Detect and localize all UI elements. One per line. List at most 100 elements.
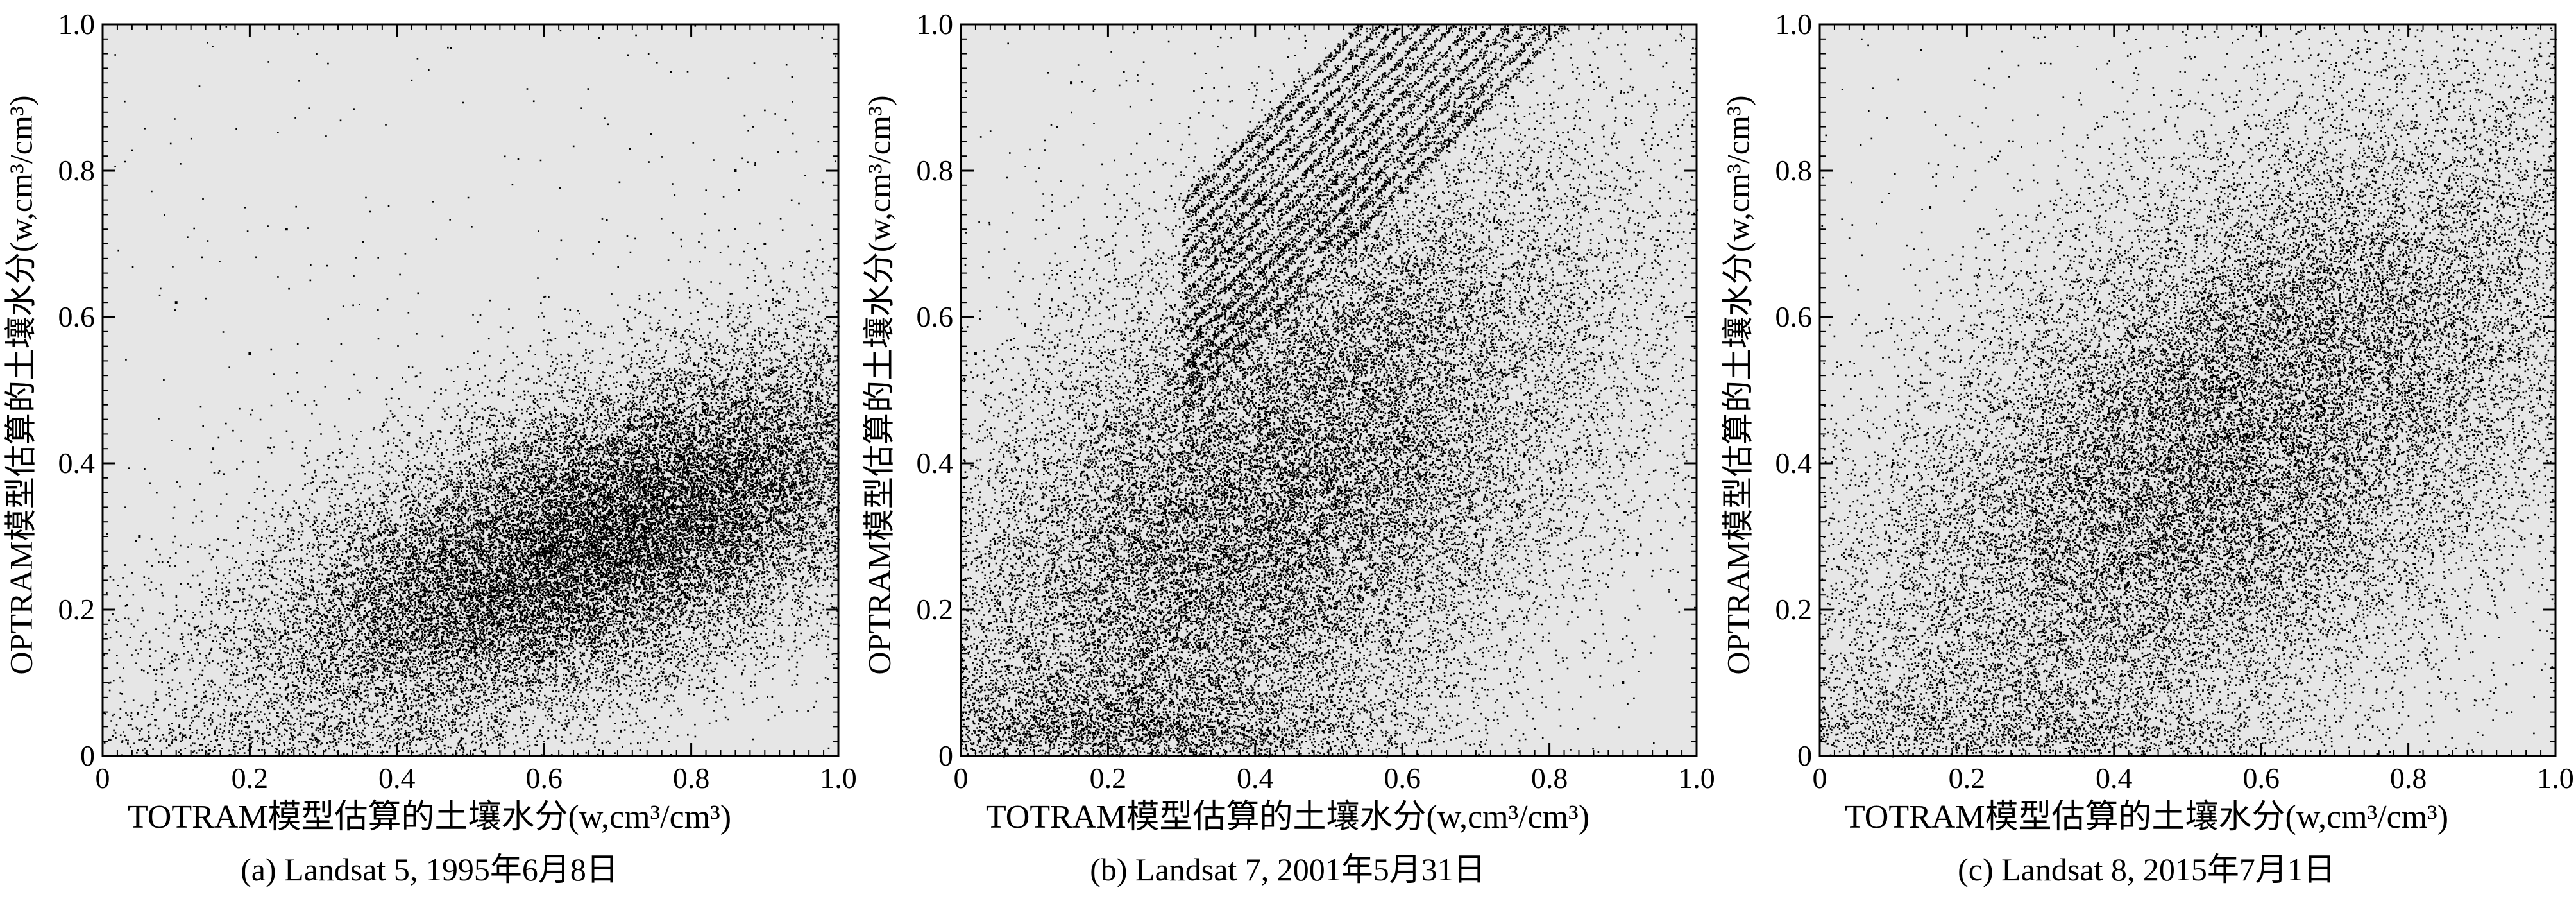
scatter-point [726,316,729,318]
y-tick-label: 0.6 [917,300,954,333]
scatter-point [1548,37,1551,40]
y-tick-label: 0.4 [917,447,954,479]
scatter-point [996,608,999,611]
scatter-point [1033,667,1036,670]
scatter-point [660,608,663,611]
y-tick-label: 0.6 [58,300,96,333]
y-tick-label: 0.2 [58,593,96,626]
scatter-point [432,608,436,611]
scatter-point [704,352,708,355]
scatter-point [1892,462,1895,465]
y-tick-label: 1.0 [58,8,96,40]
y-axis-label: OPTRAM模型估算的土壤水分(w,cm³/cm³) [1720,22,1757,748]
scatter-point [1548,425,1551,428]
x-tick-label: 0.4 [1237,762,1274,794]
scatter-point [2370,169,2373,172]
scatter-point [2149,462,2153,465]
scatter-point [2466,60,2469,62]
scatter-point [1342,60,1345,62]
scatter-point [2186,681,2189,684]
scatter-point [505,572,509,574]
y-tick-label: 0 [1797,739,1812,772]
y-tick-label: 1.0 [1775,8,1813,40]
scatter-point [2002,622,2005,626]
scatter-point [285,696,288,699]
scatter-point [734,169,737,172]
point-cloud [961,24,1699,758]
scatter-point [160,667,163,670]
scatter-point [212,447,215,450]
panel-caption: (b) Landsat 7, 2001年5月31日 [1090,852,1486,887]
y-axis-label: OPTRAM模型估算的土壤水分(w,cm³/cm³) [3,22,39,748]
x-tick-label: 0.6 [1384,762,1421,794]
scatter-point [2076,535,2079,538]
scatter-point [1070,81,1073,85]
scatter-point [2186,425,2189,428]
scatter-point [1291,462,1294,465]
scatter-point [974,352,977,355]
scatter-point [601,403,604,406]
y-tick-label: 0.8 [917,154,954,187]
point-cloud [1820,25,2557,758]
scatter-point [2539,535,2543,538]
scatter-point [1070,622,1073,626]
scatter-point [1106,425,1110,428]
scatter-point [528,681,531,684]
scatter-point [1033,572,1036,574]
scatter-point [2296,316,2300,318]
x-axis-label: TOTRAM模型估算的土壤水分(w,cm³/cm³) [127,799,732,835]
y-tick-label: 0.4 [58,447,96,479]
scatter-panel-b: 0 0.2 0.4 0.6 0.8 1.0 0 0.2 0.4 0.6 0.8 1.0 OPTRAM模… [858,0,1717,899]
scatter-point [174,301,178,304]
x-tick-label: 0.2 [232,762,269,794]
scatter-point [1584,301,1588,304]
scatter-point [1291,155,1294,158]
scatter-point [2348,206,2351,209]
x-tick-label: 1.0 [820,762,857,794]
scatter-point [616,462,619,465]
scatter-point [1474,535,1477,538]
scatter-point [749,374,752,377]
scatter-point [2112,499,2115,501]
scatter-point [322,725,325,728]
y-tick-label: 1.0 [917,8,954,40]
scatter-point [2076,228,2079,231]
x-tick-label: 0 [1813,762,1827,794]
scatter-point [653,425,656,428]
scatter-point [579,645,582,647]
scatter-point [1401,257,1404,260]
x-tick-label: 1.0 [2537,762,2574,794]
y-tick-label: 0 [80,739,95,772]
x-axis-label: TOTRAM模型估算的土壤水分(w,cm³/cm³) [1844,799,2449,835]
y-tick-label: 0.4 [1775,447,1813,479]
x-axis-label: TOTRAM模型估算的土壤水分(w,cm³/cm³) [985,799,1590,835]
y-tick-label: 0 [938,739,953,772]
scatter-point [2480,279,2484,282]
scatter-point [2002,316,2005,318]
scatter-point [1892,645,1895,647]
scatter-point [1437,206,1441,209]
scatter-plot-b: 0 0.2 0.4 0.6 0.8 1.0 0 0.2 0.4 0.6 0.8 1.0 [917,8,1715,794]
scatter-panel-c: 0 0.2 0.4 0.6 0.8 1.0 0 0.2 0.4 0.6 0.8 1.0 OPTRAM模… [1717,0,2576,899]
x-tick-label: 0.6 [2242,762,2280,794]
y-axis-label-text: OPTRAM模型估算的土壤水分(w,cm³/cm³) [861,95,898,675]
scatter-point [587,499,590,501]
x-tick-label: 0 [954,762,969,794]
scatter-point [1327,352,1330,355]
scatter-point [1106,718,1110,721]
scatter-point [380,645,384,647]
scatter-point [2260,608,2263,611]
scatter-point [285,228,288,231]
scatter-point [337,667,340,670]
scatter-point [2407,133,2410,135]
panel-caption: (a) Landsat 5, 1995年6月8日 [241,852,618,887]
scatter-point [2223,389,2226,391]
scatter-point [2517,352,2520,355]
scatter-point [800,425,803,428]
scatter-point [2333,243,2336,245]
scatter-point [1622,681,1625,684]
y-axis-label-text: OPTRAM模型估算的土壤水分(w,cm³/cm³) [1720,95,1757,675]
x-tick-label: 1.0 [1678,762,1715,794]
x-tick-label: 0.8 [2390,762,2427,794]
y-tick-label: 0.8 [1775,154,1813,187]
